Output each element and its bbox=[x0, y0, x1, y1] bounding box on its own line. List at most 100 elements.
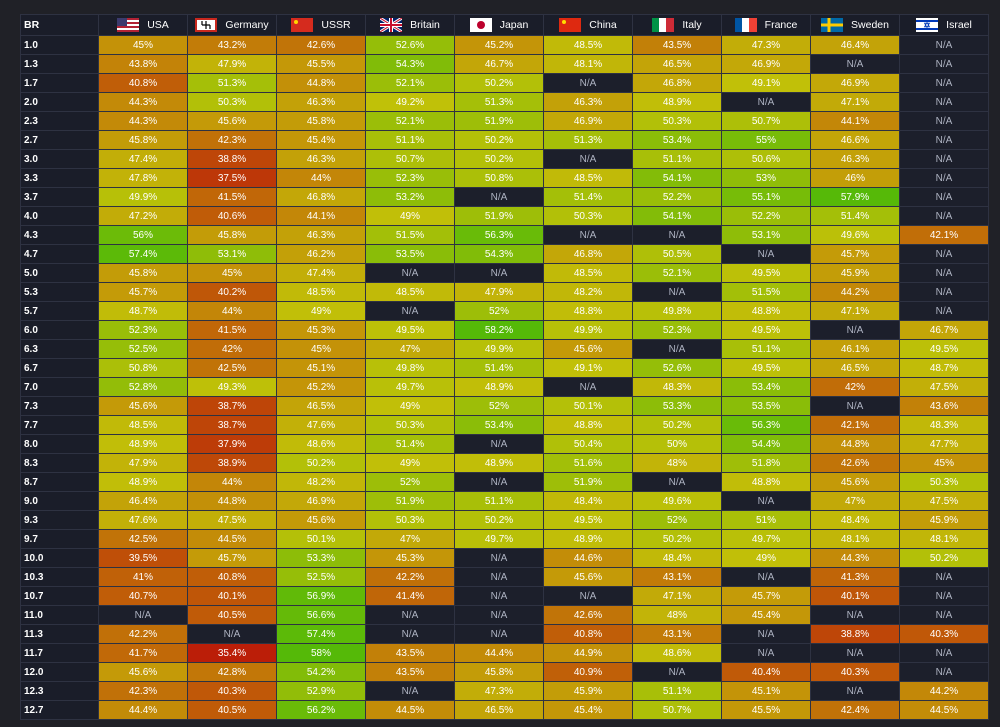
header-label: USA bbox=[147, 18, 169, 31]
value-cell: 58.2% bbox=[455, 321, 543, 339]
br-cell: 3.7 bbox=[21, 188, 98, 206]
value-cell: 42% bbox=[811, 378, 899, 396]
table-row: 9.3 47.6% 47.5% 45.6% 50.3% 50.2% 49.5% 52% 51% 4… bbox=[21, 511, 988, 529]
value-cell: 51.1% bbox=[455, 492, 543, 510]
value-cell: 46.8% bbox=[277, 188, 365, 206]
value-cell: 48.3% bbox=[633, 378, 721, 396]
table-row: 11.7 41.7% 35.4% 58% 43.5% 44.4% 44.9% 48.6% N/A… bbox=[21, 644, 988, 662]
value-cell: 56.2% bbox=[277, 701, 365, 719]
value-cell: 54.1% bbox=[633, 207, 721, 225]
value-cell: 50.3% bbox=[188, 93, 276, 111]
value-cell: 46.8% bbox=[633, 74, 721, 92]
value-cell: 52.3% bbox=[633, 321, 721, 339]
header-label: Italy bbox=[682, 18, 702, 31]
br-cell: 11.3 bbox=[21, 625, 98, 643]
value-cell: 43.5% bbox=[366, 663, 454, 681]
value-cell: N/A bbox=[455, 568, 543, 586]
value-cell: 48.7% bbox=[900, 359, 988, 377]
value-cell: 49.5% bbox=[722, 359, 810, 377]
value-cell: 50.4% bbox=[544, 435, 632, 453]
br-cell: 2.0 bbox=[21, 93, 98, 111]
header-label: BR bbox=[24, 19, 40, 31]
table-row: 4.3 56% 45.8% 46.3% 51.5% 56.3% N/A N/A 53.1% 49.… bbox=[21, 226, 988, 244]
table-row: 5.0 45.8% 45% 47.4% N/A N/A 48.5% 52.1% 49.5% 45.… bbox=[21, 264, 988, 282]
value-cell: N/A bbox=[900, 93, 988, 111]
value-cell: 52.1% bbox=[366, 74, 454, 92]
value-cell: 50.3% bbox=[633, 112, 721, 130]
value-cell: 46.9% bbox=[722, 55, 810, 73]
value-cell: 53% bbox=[722, 169, 810, 187]
value-cell: 44.1% bbox=[811, 112, 899, 130]
value-cell: 51% bbox=[722, 511, 810, 529]
value-cell: 52.1% bbox=[633, 264, 721, 282]
header-cell: USA bbox=[99, 15, 187, 35]
value-cell: 50.3% bbox=[366, 416, 454, 434]
br-cell: 11.0 bbox=[21, 606, 98, 624]
table-row: 3.3 47.8% 37.5% 44% 52.3% 50.8% 48.5% 54.1% 53% 4… bbox=[21, 169, 988, 187]
table-row: 4.0 47.2% 40.6% 44.1% 49% 51.9% 50.3% 54.1% 52.2… bbox=[21, 207, 988, 225]
value-cell: N/A bbox=[455, 435, 543, 453]
value-cell: N/A bbox=[366, 264, 454, 282]
table-row: 12.0 45.6% 42.8% 54.2% 43.5% 45.8% 40.9% N/A 40.… bbox=[21, 663, 988, 681]
header-cell: Sweden bbox=[811, 15, 899, 35]
table-row: 7.3 45.6% 38.7% 46.5% 49% 52% 50.1% 53.3% 53.5% N… bbox=[21, 397, 988, 415]
br-cell: 5.0 bbox=[21, 264, 98, 282]
value-cell: 54.4% bbox=[722, 435, 810, 453]
table-row: 1.7 40.8% 51.3% 44.8% 52.1% 50.2% N/A 46.8% 49.1… bbox=[21, 74, 988, 92]
value-cell: 48.5% bbox=[277, 283, 365, 301]
value-cell: 54.2% bbox=[277, 663, 365, 681]
br-cell: 3.3 bbox=[21, 169, 98, 187]
value-cell: 56% bbox=[99, 226, 187, 244]
table-row: 10.3 41% 40.8% 52.5% 42.2% N/A 45.6% 43.1% N/A 41… bbox=[21, 568, 988, 586]
value-cell: 48.6% bbox=[633, 644, 721, 662]
value-cell: 57.4% bbox=[277, 625, 365, 643]
value-cell: 50.2% bbox=[633, 530, 721, 548]
value-cell: 44.8% bbox=[188, 492, 276, 510]
value-cell: N/A bbox=[900, 131, 988, 149]
value-cell: 40.8% bbox=[188, 568, 276, 586]
header-cell: Germany bbox=[188, 15, 276, 35]
value-cell: 49.5% bbox=[722, 321, 810, 339]
table-row: 9.7 42.5% 44.5% 50.1% 47% 49.7% 48.9% 50.2% 49.7… bbox=[21, 530, 988, 548]
value-cell: 53.2% bbox=[366, 188, 454, 206]
value-cell: 48.5% bbox=[544, 169, 632, 187]
value-cell: N/A bbox=[366, 302, 454, 320]
value-cell: 45.2% bbox=[277, 378, 365, 396]
value-cell: 52.3% bbox=[99, 321, 187, 339]
value-cell: 51.9% bbox=[366, 492, 454, 510]
value-cell: 51.1% bbox=[722, 340, 810, 358]
value-cell: 43.5% bbox=[633, 36, 721, 54]
value-cell: 48.5% bbox=[544, 36, 632, 54]
value-cell: 53.1% bbox=[188, 245, 276, 263]
value-cell: N/A bbox=[722, 568, 810, 586]
table-row: 12.3 42.3% 40.3% 52.9% N/A 47.3% 45.9% 51.1% 45.… bbox=[21, 682, 988, 700]
value-cell: 51.1% bbox=[633, 682, 721, 700]
value-cell: 50.5% bbox=[633, 245, 721, 263]
value-cell: 42.6% bbox=[277, 36, 365, 54]
value-cell: 45.7% bbox=[722, 587, 810, 605]
header-label: Britain bbox=[410, 18, 440, 31]
header-cell: Japan bbox=[455, 15, 543, 35]
value-cell: 49.1% bbox=[544, 359, 632, 377]
br-cell: 11.7 bbox=[21, 644, 98, 662]
value-cell: 44.3% bbox=[99, 93, 187, 111]
flag-icon bbox=[916, 18, 939, 32]
value-cell: 49.7% bbox=[455, 530, 543, 548]
flag-icon bbox=[379, 16, 403, 34]
value-cell: 52.2% bbox=[633, 188, 721, 206]
value-cell: 45.7% bbox=[811, 245, 899, 263]
br-cell: 9.7 bbox=[21, 530, 98, 548]
value-cell: 45.4% bbox=[277, 131, 365, 149]
value-cell: 53.5% bbox=[722, 397, 810, 415]
value-cell: 50.1% bbox=[544, 397, 632, 415]
br-cell: 4.3 bbox=[21, 226, 98, 244]
value-cell: 40.6% bbox=[188, 207, 276, 225]
value-cell: N/A bbox=[544, 74, 632, 92]
flag-icon bbox=[734, 18, 757, 32]
value-cell: 45.6% bbox=[99, 663, 187, 681]
value-cell: N/A bbox=[900, 169, 988, 187]
br-cell: 7.0 bbox=[21, 378, 98, 396]
br-cell: 6.3 bbox=[21, 340, 98, 358]
value-cell: 46.1% bbox=[811, 340, 899, 358]
value-cell: 53.4% bbox=[633, 131, 721, 149]
